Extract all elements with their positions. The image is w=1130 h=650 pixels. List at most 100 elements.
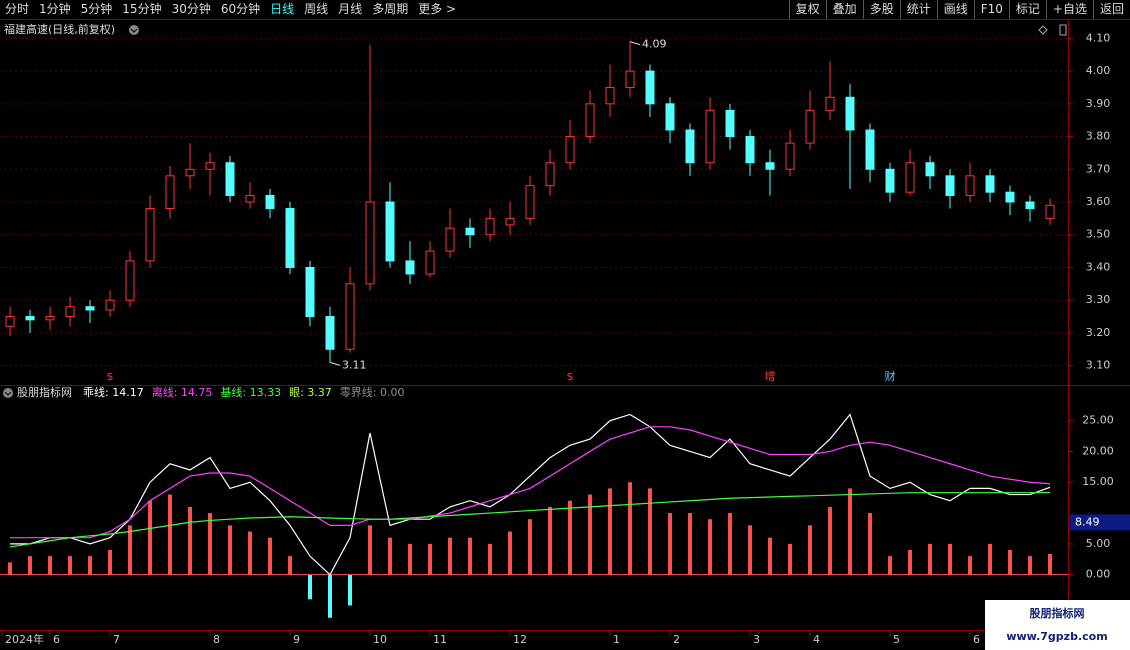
candle-body [1045,204,1055,219]
tool-button[interactable]: 标记 [1008,0,1046,19]
candle-body [125,260,135,301]
candle-body [805,109,815,144]
y-tick-label: 4.00 [1086,64,1111,77]
event-marker: 财 [885,369,896,383]
y-tick-label: 20.00 [1082,444,1114,457]
watermark-box [985,600,1130,650]
y-tick-label: 3.20 [1086,326,1111,339]
indicator-bar [28,556,32,575]
indicator-bar [8,562,12,575]
indicator-bar [588,494,592,575]
x-tick-label: 6 [53,633,60,646]
indicator-line [10,413,1051,576]
indicator-bar [108,550,112,575]
indicator-bar [208,513,212,575]
legend-entry: 眼: 3.37 [289,386,332,399]
candle-body [265,194,275,210]
y-tick-label: 5.00 [1086,537,1111,550]
period-tab[interactable]: 周线 [304,2,329,16]
tool-button[interactable]: 画线 [936,0,974,19]
period-tab[interactable]: 30分钟 [171,2,211,16]
indicator-bar [388,537,392,575]
period-tab[interactable]: 15分钟 [122,2,162,16]
indicator-bar [128,525,132,575]
indicator-bar [768,537,772,575]
indicator-bar [868,513,872,575]
period-tab[interactable]: 60分钟 [220,2,261,16]
candle-body [485,217,495,236]
candle-body [645,70,655,105]
candle-body [765,162,775,170]
candle-body [105,299,115,311]
indicator-bar [788,543,792,575]
indicator-line [10,426,1051,539]
candle-body [25,316,35,321]
indicator-bar [488,543,492,575]
tool-button[interactable]: 返回 [1092,0,1130,19]
candle-body [945,175,955,196]
candle-body [705,109,715,164]
candle-body [425,250,435,275]
tool-button[interactable]: 统计 [899,0,937,19]
candle-body [465,227,475,236]
indicator-bar [168,494,172,575]
stock-title: 福建高速(日线,前复权) [4,22,115,36]
period-tab[interactable]: 1分钟 [39,2,71,16]
indicator-bar [828,506,832,575]
tool-button[interactable]: 复权 [788,0,826,19]
period-tab[interactable]: 分时 [5,2,30,16]
x-tick-label: 7 [113,633,120,646]
y-tick-label: 3.80 [1086,130,1111,143]
x-axis-line [0,630,1130,631]
x-tick-label: 6 [973,633,980,646]
candle-body [585,103,595,138]
indicator-bar [328,574,332,618]
indicator-menu-icon[interactable] [3,388,13,398]
tool-button[interactable]: F10 [973,0,1009,19]
indicator-bar [288,556,292,575]
panel-icon[interactable] [1059,24,1067,36]
tool-button[interactable]: 多股 [862,0,900,19]
candle-body [605,86,615,105]
period-tab[interactable]: 多周期 [372,2,409,16]
diamond-icon[interactable] [1038,25,1048,35]
candle-body [965,175,975,196]
candle-body [165,175,175,210]
candle-body [65,306,75,318]
candle-body [865,129,875,170]
period-tab[interactable]: 更多 > [418,2,457,16]
candle-body [85,306,95,311]
indicator-bar [848,488,852,575]
tool-button[interactable]: +自选 [1045,0,1093,19]
y-tick-label: 25.00 [1082,414,1114,427]
indicator-bar [1048,553,1052,575]
watermark-title: 股朋指标网 [1030,606,1085,620]
y-tick-label: 3.60 [1086,195,1111,208]
indicator-line [9,491,1051,548]
period-tab[interactable]: 月线 [338,2,363,16]
candle-body [545,162,555,187]
y-tick-label: 3.30 [1086,293,1111,306]
panel-separator [0,385,1130,386]
indicator-bar [248,531,252,575]
indicator-bar [408,543,412,575]
high-annotation: 4.09 [642,38,667,51]
indicator-bar [728,513,732,575]
candle-body [845,96,855,131]
candle-body [325,316,335,350]
period-tab[interactable]: 5分钟 [80,2,113,16]
indicator-bar [688,513,692,575]
candle-body [365,201,375,285]
indicator-bar [1008,550,1012,575]
candle-body [625,70,635,88]
candle-body [285,208,295,268]
title-menu-icon[interactable] [129,25,139,35]
y-tick-label: 3.90 [1086,97,1111,110]
x-tick-label: 11 [433,633,447,646]
candle-body [445,227,455,252]
indicator-bar [928,543,932,575]
period-tab[interactable]: 日线 [270,2,295,16]
tool-button[interactable]: 叠加 [825,0,863,19]
candle-body [345,283,355,350]
